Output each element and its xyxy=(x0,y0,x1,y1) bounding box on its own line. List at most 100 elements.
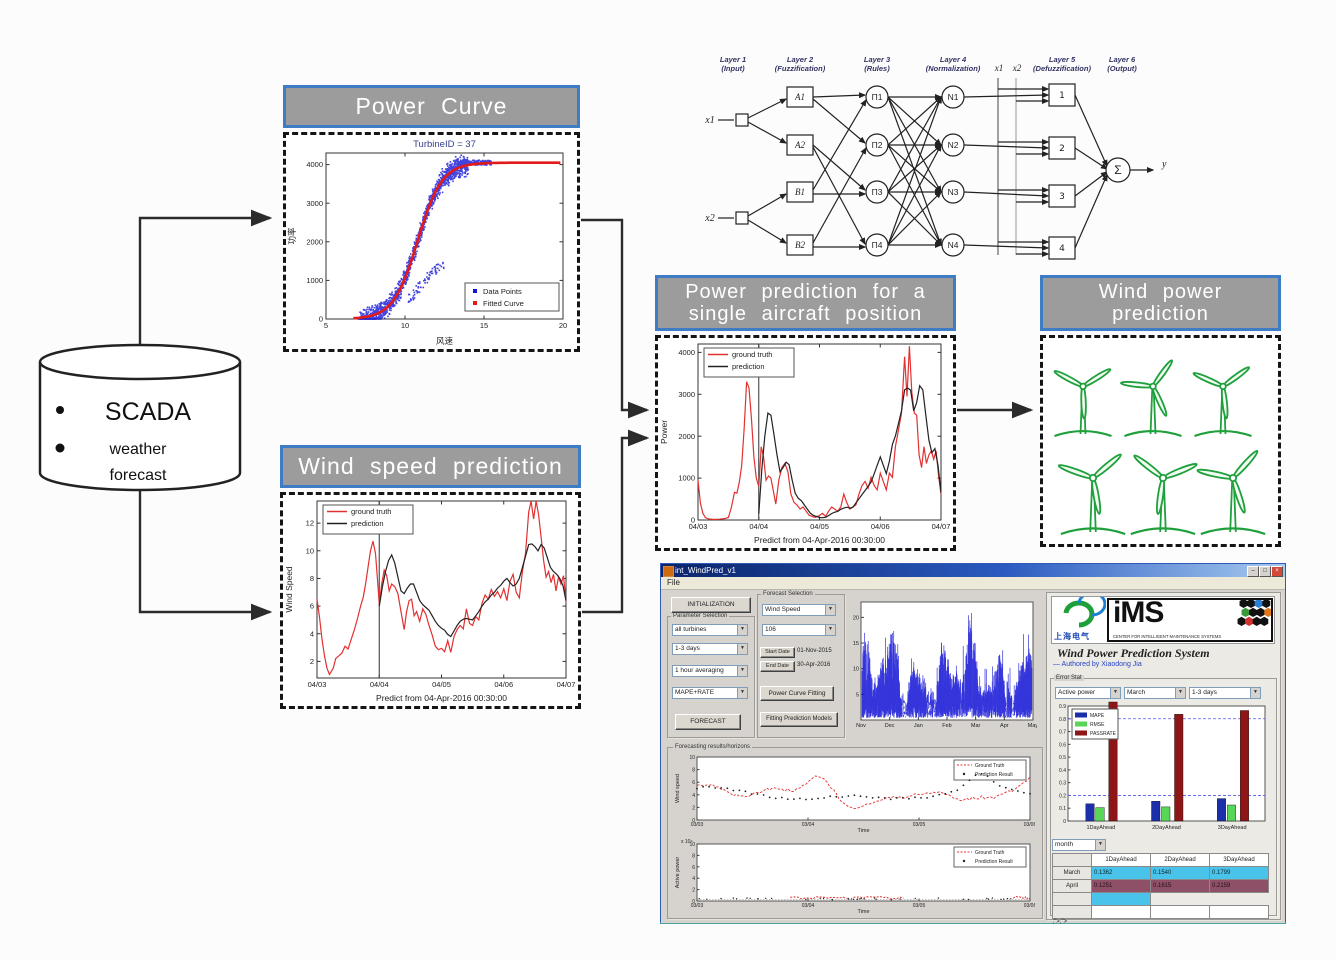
layer-label: Layer 2 xyxy=(787,55,814,64)
stat-signal-dropdown[interactable]: Active power ▼ xyxy=(1055,687,1121,699)
turbine-select-value: all turbines xyxy=(675,626,707,633)
x-axis-label: Time xyxy=(857,828,869,833)
fitting-prediction-models-button[interactable]: Fitting Prediction Models xyxy=(760,712,838,727)
turbine-id-dropdown[interactable]: 106 ▼ xyxy=(762,624,836,636)
stat-month-dropdown[interactable]: March ▼ xyxy=(1124,687,1186,699)
turbine-select-dropdown[interactable]: all turbines ▼ xyxy=(672,624,748,636)
x-axis-label: 风速 xyxy=(436,336,454,346)
table-cell: 0.2159 xyxy=(1209,879,1269,893)
table-column-header: 3DayAhead xyxy=(1209,853,1269,867)
chevron-down-icon[interactable]: ▼ xyxy=(825,625,835,635)
horizon-select-dropdown[interactable]: 1-3 days ▼ xyxy=(672,643,748,655)
bullet-icon xyxy=(56,406,64,414)
bar-category-label: 3DayAhead xyxy=(1218,825,1247,831)
legend-label: MAPE xyxy=(1090,713,1105,719)
layer-label: Layer 5 xyxy=(1049,55,1076,64)
bar-passrate xyxy=(1239,710,1249,822)
table-cell xyxy=(1209,905,1269,919)
x-tick-label: Nov xyxy=(856,723,866,729)
y-tick-label: 0 xyxy=(691,516,695,525)
power-curve-fitting-button[interactable]: Power Curve Fitting xyxy=(760,686,834,701)
table-cell xyxy=(1091,892,1151,906)
table-row-label: April xyxy=(1052,879,1092,893)
x-tick-label: 03/05 xyxy=(913,822,926,828)
y-axis-label: 功率 xyxy=(287,227,297,245)
ims-wordmark: iMS xyxy=(1113,598,1164,629)
node-label: N1 xyxy=(948,92,959,102)
wind-turbine-icon xyxy=(1120,359,1182,438)
wind-speed-chart: 2 4 6 8 10 12 04/03 04/04 04/05 04/06 04/07 Predict… xyxy=(284,500,575,703)
maximize-button[interactable]: □ xyxy=(1259,566,1271,577)
chevron-down-icon[interactable]: ▼ xyxy=(1175,688,1185,698)
layer-sublabel: (Normalization) xyxy=(926,64,981,73)
wind-speed-header: Wind speed prediction xyxy=(280,445,581,489)
x-tick-label: 04/06 xyxy=(871,522,890,531)
chevron-down-icon[interactable]: ▼ xyxy=(737,688,747,698)
y-tick-label: 8 xyxy=(692,853,695,859)
end-date-button[interactable]: End Date xyxy=(760,661,795,672)
y-tick-label: 10 xyxy=(853,667,859,673)
arrow-powercurve-to-powerprediction xyxy=(581,218,650,419)
wind-turbine-farm xyxy=(1053,359,1266,536)
y-axis-label: Wind speed xyxy=(675,774,681,803)
wind-power-header: Wind power prediction xyxy=(1040,275,1281,331)
forecast-button[interactable]: FORECAST xyxy=(675,714,741,730)
y-tick-label: 15 xyxy=(853,641,859,647)
minimize-button[interactable]: – xyxy=(1247,566,1259,577)
shanghai-electric-logo: 上海电气 xyxy=(1052,597,1106,643)
bar-passrate xyxy=(1108,701,1118,822)
app-window: int_WindPred_v1 – □ × File INITIALIZATIO… xyxy=(660,563,1286,925)
node-label: 2 xyxy=(1059,144,1065,154)
power-prediction-header: Power prediction for a single aircraft p… xyxy=(655,275,956,331)
node-label: Π4 xyxy=(872,240,883,250)
turbine-id-value: 106 xyxy=(765,626,776,633)
node-label: 3 xyxy=(1059,192,1065,202)
y-tick-label: 0.2 xyxy=(1059,793,1066,799)
weather-label: weather xyxy=(109,441,168,458)
wind-turbine-icon xyxy=(1196,449,1266,536)
metric-select-value: MAPE+RATE xyxy=(675,689,715,696)
wind-power-title-line2: prediction xyxy=(1112,303,1209,325)
legend-label: Ground Truth xyxy=(975,850,1005,856)
x-tick-label: 10 xyxy=(401,321,409,330)
legend-label: PASSRATE xyxy=(1090,731,1117,737)
x-tick-label: 03/03 xyxy=(691,822,704,828)
menu-file[interactable]: File xyxy=(667,578,680,587)
x-tick-label: Jan xyxy=(914,723,923,729)
legend-label: prediction xyxy=(351,519,384,528)
chevron-down-icon[interactable]: ▼ xyxy=(737,625,747,635)
close-button[interactable]: × xyxy=(1271,566,1283,577)
table-row-label: March xyxy=(1052,866,1092,880)
x-tick-label: 04/03 xyxy=(689,522,708,531)
y-tick-label: 8 xyxy=(692,768,695,774)
averaging-select-dropdown[interactable]: 1 hour averaging ▼ xyxy=(672,665,748,677)
arrow-scada-to-powercurve xyxy=(138,209,273,347)
table-column-header: 2DayAhead xyxy=(1150,853,1210,867)
initialization-button[interactable]: INITIALIZATION xyxy=(671,597,751,613)
scatter-points xyxy=(861,613,1033,718)
signal-select-dropdown[interactable]: Wind Speed ▼ xyxy=(762,604,836,616)
chevron-down-icon[interactable]: ▼ xyxy=(1110,688,1120,698)
start-date-button[interactable]: Start Date xyxy=(760,647,795,658)
bar-rmse xyxy=(1161,806,1171,822)
chevron-down-icon[interactable]: ▼ xyxy=(1095,840,1105,850)
prediction-series xyxy=(696,773,1031,801)
chevron-down-icon[interactable]: ▼ xyxy=(1250,688,1260,698)
chevron-down-icon[interactable]: ▼ xyxy=(737,644,747,654)
window-titlebar[interactable]: int_WindPred_v1 – □ × xyxy=(661,564,1285,577)
y-axis-label: Power xyxy=(659,420,669,444)
chevron-down-icon[interactable]: ▼ xyxy=(737,666,747,676)
series xyxy=(697,895,1031,901)
averaging-select-value: 1 hour averaging xyxy=(675,667,724,674)
forecasting-results-label: Forecasting results/horizons xyxy=(673,744,753,750)
chevron-down-icon[interactable]: ▼ xyxy=(825,605,835,615)
y-tick-label: 1000 xyxy=(678,474,695,483)
stat-horizon-dropdown[interactable]: 1-3 days ▼ xyxy=(1189,687,1261,699)
metric-select-dropdown[interactable]: MAPE+RATE ▼ xyxy=(672,687,748,699)
series-ground-truth xyxy=(316,501,567,677)
hexagon-pattern-icon: ⬢⬢⬢⬢ xyxy=(1238,598,1271,610)
table-month-dropdown[interactable]: month ▼ xyxy=(1052,839,1106,851)
node-label: N4 xyxy=(948,240,959,250)
x-tick-label: 04/05 xyxy=(432,680,451,689)
